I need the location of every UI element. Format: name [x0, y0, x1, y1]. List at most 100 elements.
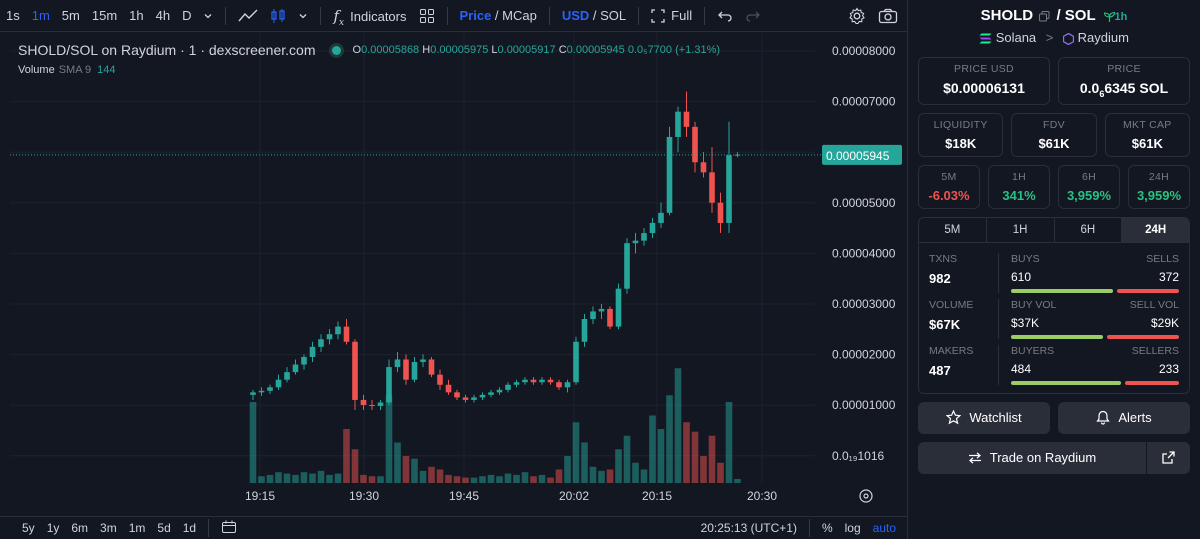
layout-icon[interactable]: [413, 0, 441, 32]
alerts-button[interactable]: Alerts: [1058, 401, 1190, 434]
price-tick-label: 0.00002000: [832, 348, 896, 362]
timeframe-1m[interactable]: 1m: [31, 7, 50, 23]
change-24h-value: 3,959%: [1136, 187, 1182, 203]
buyers-bar: [1011, 380, 1121, 385]
sells-label: SELLS: [1146, 252, 1179, 265]
volume-bar: [428, 466, 435, 483]
volume-bar: [470, 477, 478, 483]
copy-icon[interactable]: [1039, 10, 1050, 22]
volume-bar: [581, 442, 588, 483]
change-24h-box[interactable]: 24H 3,959%: [1128, 164, 1190, 209]
volume-bar: [598, 470, 605, 483]
timeframe-d[interactable]: D: [182, 7, 192, 23]
price-sol-label: PRICE: [1107, 63, 1141, 75]
volume-bar: [572, 422, 580, 483]
range-3m[interactable]: 3m: [100, 521, 117, 535]
timeframe-1s[interactable]: 1s: [6, 7, 20, 23]
last-price-tag: [822, 144, 902, 165]
price-usd-box: PRICE USD $0.00006131: [918, 57, 1050, 105]
liquidity-label: LIQUIDITY: [933, 118, 988, 131]
undo-icon[interactable]: [711, 0, 739, 32]
change-5m-box[interactable]: 5M -6.03%: [918, 164, 980, 209]
range-5d[interactable]: 5d: [157, 521, 171, 535]
redo-icon[interactable]: [739, 0, 767, 32]
candle-body: [734, 154, 741, 156]
buy-sell-vol-ratio: [1011, 334, 1179, 339]
volume-bar: [674, 368, 682, 483]
time-axis: 19:15 19:30 19:45 20:02 20:15 20:30: [245, 489, 873, 503]
sells-value: 372: [1158, 269, 1179, 284]
candles: [10, 91, 822, 411]
volume-bar: [411, 458, 418, 483]
buys-sells-ratio: [1011, 288, 1179, 293]
solana-icon: [979, 33, 992, 44]
timeframe-1h[interactable]: 1h: [129, 7, 144, 23]
volume-bar: [725, 402, 733, 483]
candle-body: [683, 111, 690, 127]
timeframe-5m[interactable]: 5m: [61, 7, 80, 23]
open-label: O: [352, 44, 362, 56]
settings-icon[interactable]: [842, 0, 872, 32]
action-buttons: Watchlist Alerts: [918, 401, 1190, 434]
watchlist-button[interactable]: Watchlist: [918, 401, 1050, 434]
range-5y[interactable]: 5y: [22, 521, 35, 535]
range-1y[interactable]: 1y: [46, 521, 60, 535]
range-6m[interactable]: 6m: [71, 521, 89, 535]
volume-bar: [343, 429, 350, 483]
candle-body: [556, 382, 562, 388]
chart-toolbar: 1s 1m 5m 15m 1h 4h D fx Indicators Price …: [0, 0, 908, 32]
mcap-option: MCap: [502, 7, 537, 23]
axis-settings-icon-center: [863, 493, 869, 499]
log-toggle[interactable]: log: [844, 521, 861, 535]
price-mcap-toggle[interactable]: Price / MCap: [459, 7, 537, 23]
open-value: 0.00005868: [361, 44, 420, 56]
change-6h-box[interactable]: 6H 3,959%: [1058, 164, 1120, 209]
full-button[interactable]: Full: [645, 0, 698, 32]
auto-toggle[interactable]: auto: [872, 521, 896, 535]
range-1m[interactable]: 1m: [128, 521, 146, 535]
timeframe-4h[interactable]: 4h: [155, 7, 171, 23]
change-1h-box[interactable]: 1H 341%: [988, 164, 1050, 209]
usd-sol-toggle[interactable]: USD / SOL: [561, 7, 627, 23]
dex-name[interactable]: Raydium: [1077, 30, 1129, 45]
buyers-value: 484: [1011, 361, 1032, 376]
pair-age: 1h: [1103, 11, 1127, 23]
fullscreen-icon: [651, 9, 665, 23]
timeframe-15m[interactable]: 15m: [91, 7, 118, 23]
candle-body: [284, 372, 290, 380]
candle-body: [309, 346, 316, 357]
range-1d[interactable]: 1d: [182, 521, 197, 535]
tab-5m[interactable]: 5M: [919, 217, 987, 242]
volume-bar: [368, 476, 376, 483]
chart-type-chevron-down-icon[interactable]: [292, 0, 314, 32]
time-tick-label: 20:02: [559, 489, 589, 503]
makers-label: MAKERS: [929, 344, 974, 357]
tab-24h[interactable]: 24H: [1122, 217, 1189, 242]
ohlc-values: O0.00005868 H0.00005975 L0.00005917 C0.0…: [353, 44, 721, 56]
line-style-icon[interactable]: [232, 0, 264, 32]
trade-button[interactable]: Trade on Raydium: [918, 442, 1146, 474]
buy-vol-value: $37K: [1011, 315, 1040, 330]
raydium-icon: [1062, 32, 1075, 45]
candle-style-icon[interactable]: [264, 0, 292, 32]
volume-value: 144: [97, 64, 116, 76]
sell-vol-label: SELL VOL: [1129, 298, 1179, 311]
tab-6h[interactable]: 6H: [1055, 217, 1123, 242]
volume-bar: [292, 474, 299, 483]
chain-name[interactable]: Solana: [995, 30, 1037, 45]
camera-icon[interactable]: [872, 0, 904, 32]
volume-bar: [419, 470, 427, 483]
price-chart[interactable]: 0.000080000.000070000.000060000.00005000…: [0, 33, 907, 516]
date-range-icon[interactable]: [215, 520, 243, 537]
volume-legend: Volume SMA 9 144: [18, 64, 115, 76]
percent-toggle[interactable]: %: [821, 521, 833, 535]
tab-1h[interactable]: 1H: [987, 217, 1055, 242]
external-link-icon[interactable]: [1146, 441, 1190, 474]
last-price-label: 0.00005945: [826, 149, 890, 163]
timeframe-chevron-down-icon[interactable]: [197, 0, 219, 32]
indicators-button[interactable]: fx Indicators: [327, 0, 412, 32]
volume-bar: [351, 449, 359, 483]
fx-icon: fx: [333, 6, 345, 28]
candle-body: [726, 155, 732, 223]
